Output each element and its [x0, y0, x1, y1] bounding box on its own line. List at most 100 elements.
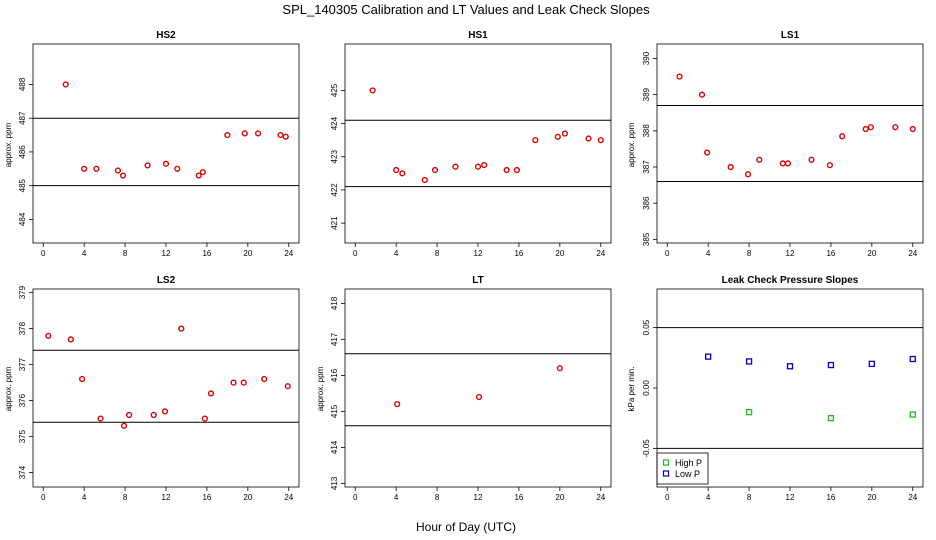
data-point-ls2-1: [67, 336, 74, 343]
y-tick-label-hs1-1: 422: [330, 183, 339, 197]
x-tick-label-lt-3: 12: [474, 493, 483, 502]
ylabel-ls1: approx. ppm: [627, 122, 636, 167]
data-point-hs1-5: [452, 163, 459, 170]
data-point-ls2-7: [161, 408, 169, 415]
y-tick-label-hs1-2: 423: [330, 150, 339, 164]
x-tick-label-lt-1: 4: [394, 493, 399, 502]
y-tick-label-hs2-1: 485: [18, 178, 27, 192]
figure-xlabel: Hour of Day (UTC): [416, 520, 516, 534]
panel-title-ls1: LS1: [781, 30, 800, 41]
y-tick-label-ls1-5: 390: [642, 51, 651, 65]
data-point-hs2-14: [282, 133, 289, 140]
panel-hs1: HS1 0 4 8 12 16 20 24 421 422 423 424 425: [330, 30, 612, 258]
data-point-ls2-5: [126, 411, 133, 419]
ylabel-ls2: approx. ppm: [4, 366, 13, 411]
x-tick-label-hs2-3: 12: [162, 249, 171, 258]
data-point-ls2-11: [230, 379, 237, 386]
data-point-leak-check-pressure-slopes-low-p-2: [786, 363, 794, 370]
legend-high-p-marker: [662, 459, 670, 466]
x-tick-label-ls2-1: 4: [82, 493, 87, 502]
data-point-hs1-0: [369, 87, 376, 94]
data-point-hs2-13: [277, 131, 284, 139]
data-point-ls1-2: [704, 149, 711, 156]
y-tick-label-lt-1: 414: [330, 440, 339, 454]
data-point-ls2-2: [79, 375, 86, 383]
x-tick-label-leak-check-pressure-slopes-4: 16: [826, 493, 835, 502]
data-point-ls1-6: [779, 160, 786, 167]
legend-high-p-label: High P: [675, 458, 702, 468]
y-tick-label-ls1-0: 385: [642, 232, 651, 246]
data-point-ls1-4: [744, 171, 752, 178]
y-tick-label-ls2-0: 374: [18, 465, 27, 479]
data-point-hs1-11: [554, 133, 561, 140]
x-tick-label-hs1-4: 16: [514, 249, 523, 258]
ylabel-lt: approx. ppm: [316, 366, 325, 411]
x-tick-label-hs2-6: 24: [284, 249, 293, 258]
x-tick-label-lt-0: 0: [353, 493, 358, 502]
x-tick-label-ls1-1: 4: [706, 249, 711, 258]
data-point-lt-1: [475, 393, 483, 401]
data-point-hs1-14: [597, 137, 604, 144]
x-tick-label-ls2-3: 12: [162, 493, 171, 502]
panel-title-lt: LT: [472, 275, 483, 286]
data-point-ls1-1: [698, 91, 706, 98]
data-point-ls2-0: [45, 332, 52, 339]
x-tick-label-hs1-6: 24: [596, 249, 605, 258]
plot-frame-lt: [344, 288, 612, 488]
legend-low-p-label: Low P: [675, 469, 700, 479]
x-tick-label-leak-check-pressure-slopes-3: 12: [786, 493, 795, 502]
data-point-ls2-14: [284, 383, 291, 390]
data-point-ls2-6: [150, 411, 157, 419]
data-point-hs1-12: [561, 130, 569, 137]
plot-frame-ls1: [656, 43, 924, 244]
data-point-hs1-13: [585, 135, 592, 142]
data-point-ls1-11: [862, 125, 869, 133]
y-tick-label-ls1-3: 388: [642, 124, 651, 138]
data-point-hs1-1: [393, 166, 400, 174]
y-tick-label-ls2-2: 376: [18, 393, 27, 407]
data-point-ls2-3: [97, 415, 104, 422]
data-point-hs2-3: [114, 167, 122, 174]
data-point-ls2-9: [201, 415, 208, 422]
data-point-ls1-0: [676, 73, 683, 80]
x-tick-label-hs1-2: 8: [435, 249, 440, 258]
x-tick-label-ls1-6: 24: [908, 249, 917, 258]
panel-ls1: LS1 approx. ppm 0 4 8 12 16 20 24 385 386 387 388 3…: [627, 30, 924, 258]
data-point-hs2-1: [81, 165, 88, 172]
x-tick-label-lt-2: 8: [435, 493, 440, 502]
ylabel-hs2: approx. ppm: [4, 122, 13, 167]
y-tick-label-hs1-4: 425: [330, 83, 339, 97]
data-point-leak-check-pressure-slopes-high-p-2: [909, 411, 916, 418]
y-tick-label-hs2-3: 487: [18, 111, 27, 125]
y-tick-label-hs2-0: 484: [18, 212, 27, 226]
data-point-ls2-4: [120, 422, 128, 429]
x-tick-label-lt-4: 16: [514, 493, 523, 502]
data-point-hs2-0: [62, 81, 69, 88]
y-tick-label-hs2-2: 486: [18, 145, 27, 159]
x-tick-label-hs1-5: 20: [555, 249, 564, 258]
data-point-leak-check-pressure-slopes-high-p-1: [827, 415, 835, 422]
y-tick-label-lt-2: 415: [330, 404, 339, 418]
y-tick-label-ls2-3: 377: [18, 357, 27, 371]
x-tick-label-ls1-0: 0: [665, 249, 670, 258]
data-point-leak-check-pressure-slopes-low-p-1: [745, 358, 753, 365]
x-tick-label-ls1-3: 12: [786, 249, 795, 258]
y-tick-label-lt-5: 418: [330, 296, 339, 310]
x-tick-label-leak-check-pressure-slopes-1: 4: [706, 493, 711, 502]
panel-lt: LT approx. ppm 0 4 8 12 16 20 24 413 414 415 416 41…: [316, 275, 612, 502]
plot-frame-hs1: [344, 43, 612, 244]
figure-title: SPL_140305 Calibration and LT Values and…: [282, 2, 650, 17]
x-tick-label-ls2-0: 0: [41, 493, 46, 502]
x-tick-label-leak-check-pressure-slopes-6: 24: [908, 493, 917, 502]
data-point-ls1-14: [909, 125, 916, 133]
y-tick-label-ls2-5: 379: [18, 285, 27, 299]
x-tick-label-hs1-0: 0: [353, 249, 358, 258]
legend-box: [656, 452, 709, 485]
y-tick-label-ls1-1: 386: [642, 196, 651, 210]
data-point-hs1-3: [421, 176, 428, 184]
x-tick-label-ls2-4: 16: [202, 493, 211, 502]
data-point-hs1-7: [481, 161, 488, 169]
plot-frame-ls2: [32, 288, 300, 488]
data-point-hs2-12: [254, 130, 262, 137]
y-tick-label-hs1-3: 424: [330, 116, 339, 130]
